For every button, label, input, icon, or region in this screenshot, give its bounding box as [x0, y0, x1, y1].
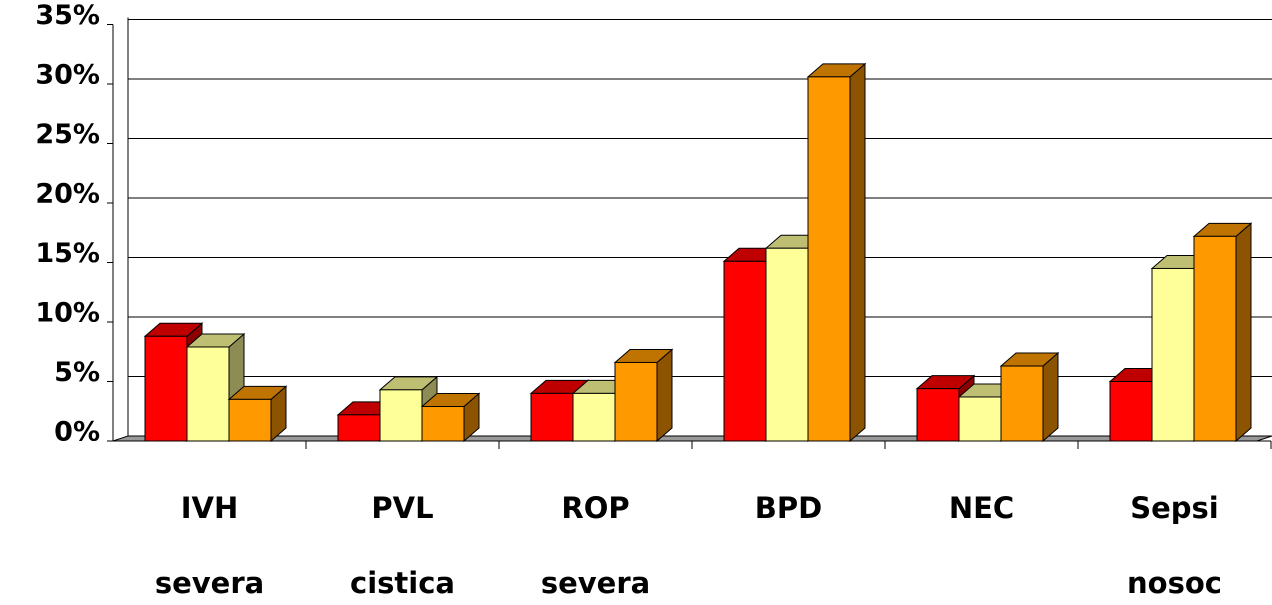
y-tick-label: 10% [35, 298, 100, 329]
x-tick-label: NEC [949, 491, 1014, 525]
x-tick-label: cistica [350, 566, 455, 600]
bar [186, 346, 230, 442]
bar [572, 392, 616, 442]
bar-side [1042, 351, 1059, 443]
x-tick-label: ROP [561, 491, 629, 525]
bar [379, 389, 423, 442]
bar [144, 335, 188, 442]
bar-side [849, 62, 866, 443]
x-tick-label: severa [541, 566, 650, 600]
bar-side [1235, 222, 1252, 443]
bar-side [656, 348, 673, 443]
bar [228, 398, 272, 442]
bar [765, 247, 809, 442]
bar [1193, 235, 1237, 442]
bar [1109, 381, 1153, 442]
bar [614, 361, 658, 442]
bar [807, 76, 851, 442]
bar [1151, 267, 1195, 442]
x-tick-label: PVL [371, 491, 433, 525]
bar [337, 414, 381, 442]
y-tick-label: 25% [35, 119, 100, 150]
y-tick-label: 20% [35, 179, 100, 210]
x-tick-label: Sepsi [1130, 491, 1219, 525]
bar [530, 392, 574, 442]
y-tick-label: 15% [35, 238, 100, 269]
x-tick-label: BPD [755, 491, 822, 525]
bar [958, 396, 1002, 442]
bar [421, 405, 465, 442]
bar [723, 260, 767, 442]
y-tick-label: 30% [35, 60, 100, 91]
bar [1000, 365, 1044, 442]
x-tick-label: nosoc [1127, 566, 1222, 600]
x-tick-label: IVH [181, 491, 239, 525]
y-tick-label: 35% [35, 0, 100, 31]
y-tick-label: 5% [54, 357, 100, 388]
x-tick-label: severa [155, 566, 264, 600]
bar [916, 388, 960, 442]
floor [112, 435, 1272, 442]
y-tick-label: 0% [54, 417, 100, 448]
